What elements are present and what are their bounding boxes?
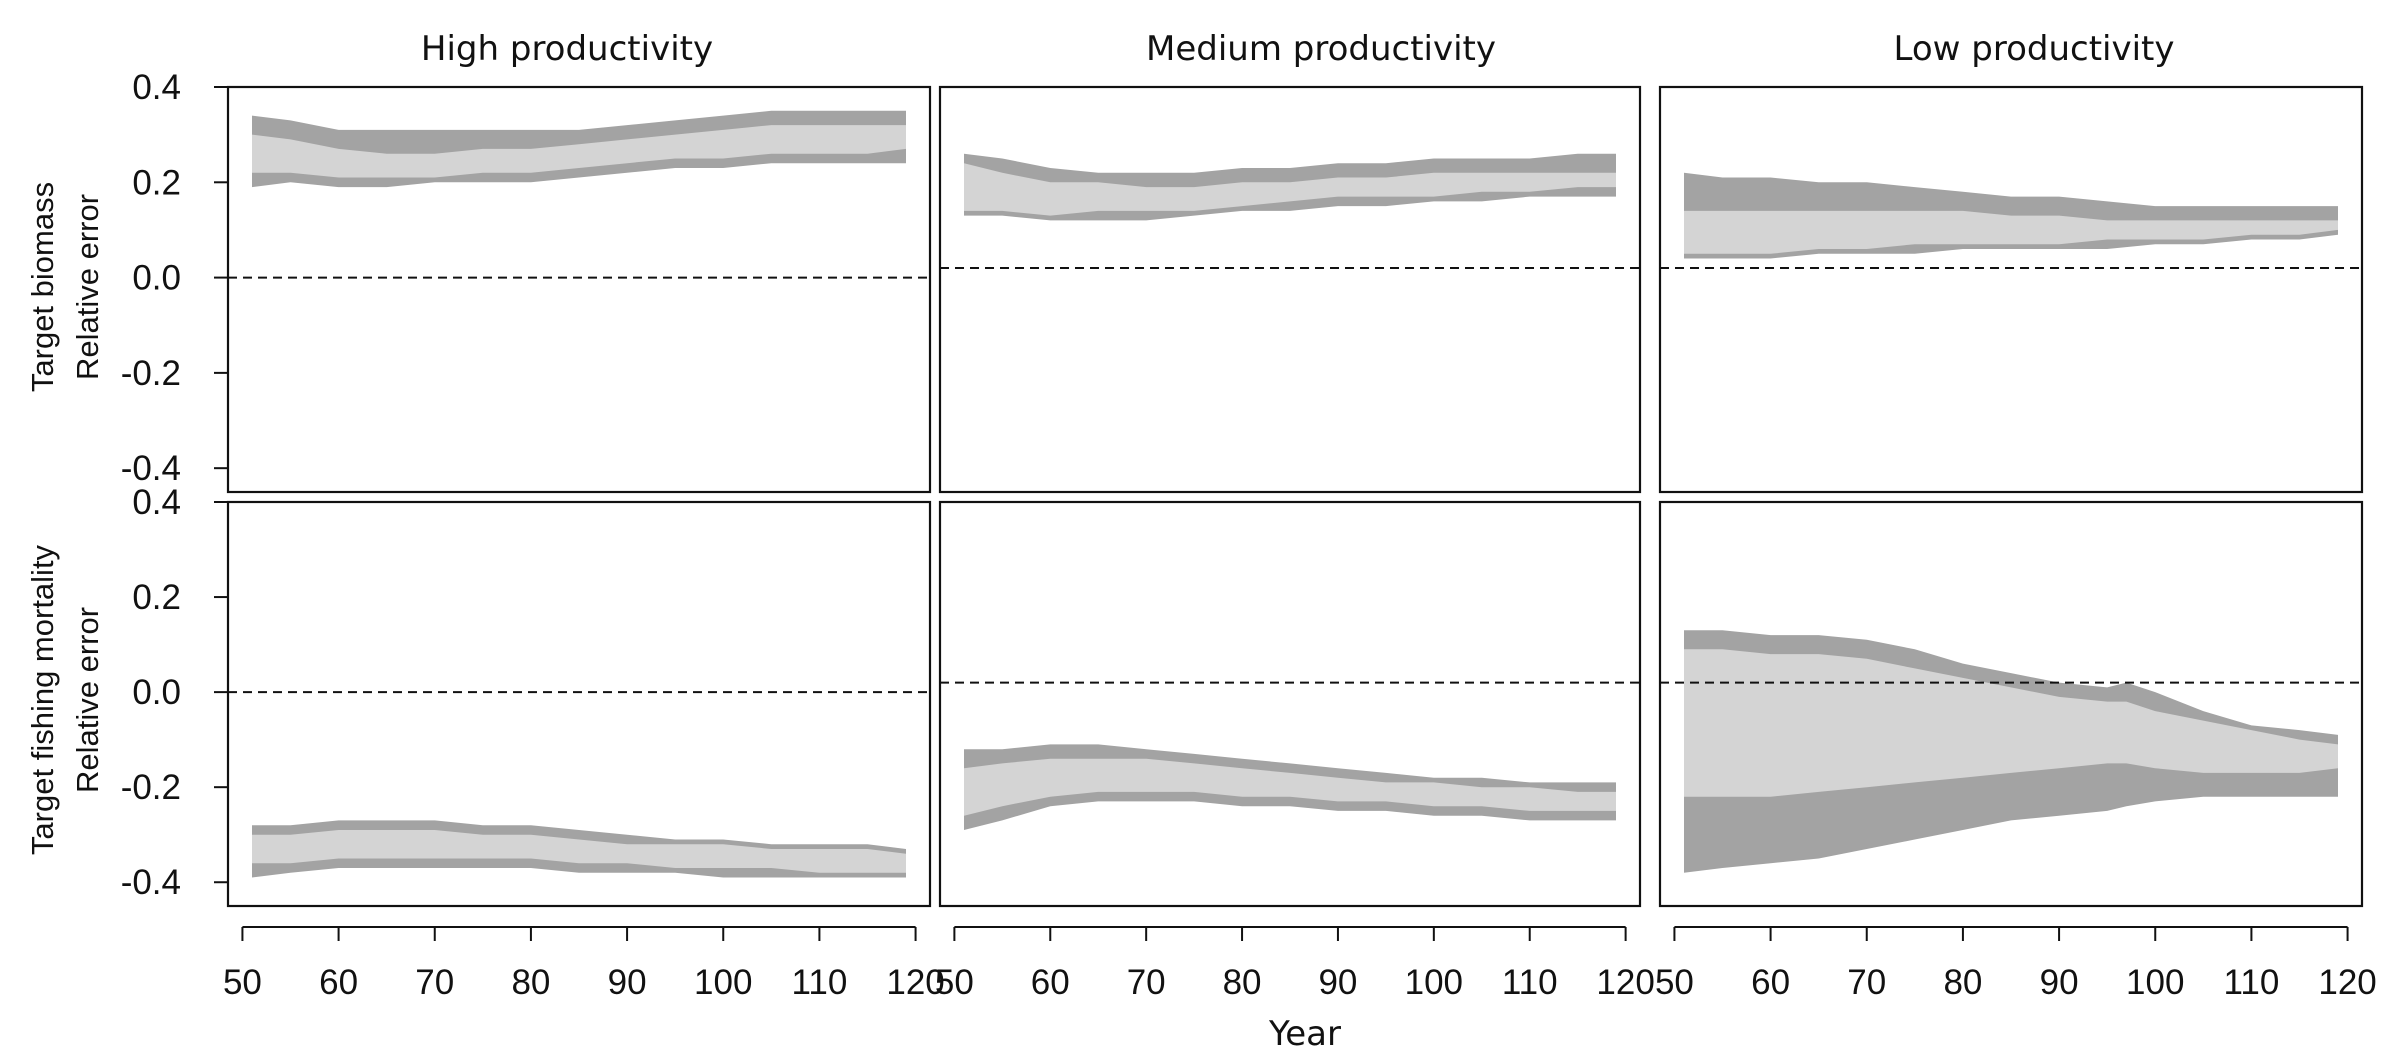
y-tick-label: 0.4 xyxy=(132,483,181,522)
axes-layer: 0.40.20.0-0.2-0.40.40.20.0-0.2-0.450 60 70… xyxy=(121,68,2377,1002)
x-tick-label: 100 xyxy=(1405,963,1463,1002)
x-tick-label: 120 xyxy=(886,963,944,1002)
x-tick-label: 50 xyxy=(935,963,974,1002)
y-tick-label: -0.2 xyxy=(121,354,181,393)
x-axis-medium: 50 60 70 80 90 100 110 120 xyxy=(935,926,1655,1002)
x-tick-label: 120 xyxy=(2318,963,2376,1002)
y-tick-label: 0.0 xyxy=(132,673,181,712)
y-tick-label: -0.4 xyxy=(121,863,181,902)
x-tick-label: 60 xyxy=(319,963,358,1002)
x-tick-label: 90 xyxy=(608,963,647,1002)
x-tick-label: 50 xyxy=(1655,963,1694,1002)
row-label-fishing-line2: Relative error xyxy=(70,607,105,793)
x-tick-label: 120 xyxy=(1596,963,1654,1002)
inner-band-fishing-medium xyxy=(964,758,1616,816)
x-tick-label: 70 xyxy=(1127,963,1166,1002)
column-title-medium: Medium productivity xyxy=(1146,29,1496,69)
x-tick-label: 110 xyxy=(2224,963,2280,1002)
x-tick-label: 60 xyxy=(1751,963,1790,1002)
y-tick-label: 0.2 xyxy=(132,578,181,617)
y-tick-label: 0.2 xyxy=(132,163,181,202)
x-tick-label: 60 xyxy=(1031,963,1070,1002)
x-tick-label: 70 xyxy=(1847,963,1886,1002)
panel-fishing-low xyxy=(1658,500,2364,908)
panel-biomass-low xyxy=(1658,85,2364,494)
y-tick-label: -0.4 xyxy=(121,449,181,488)
y-tick-label: 0.4 xyxy=(132,68,181,107)
y-axis-fishing: 0.4 0.2 0.0 -0.2 -0.4 xyxy=(121,483,228,902)
x-tick-label: 100 xyxy=(694,963,752,1002)
panel-frame-biomass-low xyxy=(1658,85,2364,494)
x-axis-high: 50 60 70 80 90 100 110 120 xyxy=(223,926,945,1002)
panel-frame-fishing-high xyxy=(226,500,932,908)
x-tick-label: 110 xyxy=(1502,963,1558,1002)
x-tick-label: 50 xyxy=(223,963,262,1002)
x-axis-low: 50 60 70 80 90 100 110 120 xyxy=(1655,926,2377,1002)
panel-fishing-high xyxy=(226,500,932,908)
panel-frame-fishing-medium xyxy=(938,500,1642,908)
x-tick-label: 80 xyxy=(1223,963,1262,1002)
x-axis-label: Year xyxy=(1268,1014,1341,1050)
inner-band-biomass-high xyxy=(252,125,906,178)
column-title-high: High productivity xyxy=(421,29,713,69)
panel-frame-fishing-low xyxy=(1658,500,2364,908)
y-tick-label: -0.2 xyxy=(121,768,181,807)
row-label-fishing-line1: Target fishing mortality xyxy=(25,544,60,855)
panel-biomass-high xyxy=(226,85,932,494)
x-tick-label: 70 xyxy=(415,963,454,1002)
panels-layer xyxy=(226,85,2364,908)
x-tick-label: 110 xyxy=(792,963,848,1002)
y-axis-biomass: 0.4 0.2 0.0 -0.2 -0.4 xyxy=(121,68,228,488)
column-title-low: Low productivity xyxy=(1894,29,2175,69)
labels-layer: High productivity Medium productivity Lo… xyxy=(25,29,2175,1050)
inner-band-biomass-low xyxy=(1684,210,2338,254)
x-tick-label: 100 xyxy=(2126,963,2184,1002)
x-tick-label: 90 xyxy=(2040,963,2079,1002)
panel-fishing-medium xyxy=(938,500,1642,908)
inner-band-fishing-high xyxy=(252,830,906,873)
inner-band-biomass-medium xyxy=(964,163,1616,216)
row-label-biomass-line2: Relative error xyxy=(70,194,105,380)
inner-band-fishing-low xyxy=(1684,649,2338,797)
panel-biomass-medium xyxy=(938,85,1642,494)
x-tick-label: 90 xyxy=(1318,963,1357,1002)
x-tick-label: 80 xyxy=(1943,963,1982,1002)
y-tick-label: 0.0 xyxy=(132,259,181,298)
row-label-biomass-line1: Target biomass xyxy=(25,182,60,392)
panel-frame-biomass-high xyxy=(226,85,932,494)
x-tick-label: 80 xyxy=(511,963,550,1002)
panel-frame-biomass-medium xyxy=(938,85,1642,494)
